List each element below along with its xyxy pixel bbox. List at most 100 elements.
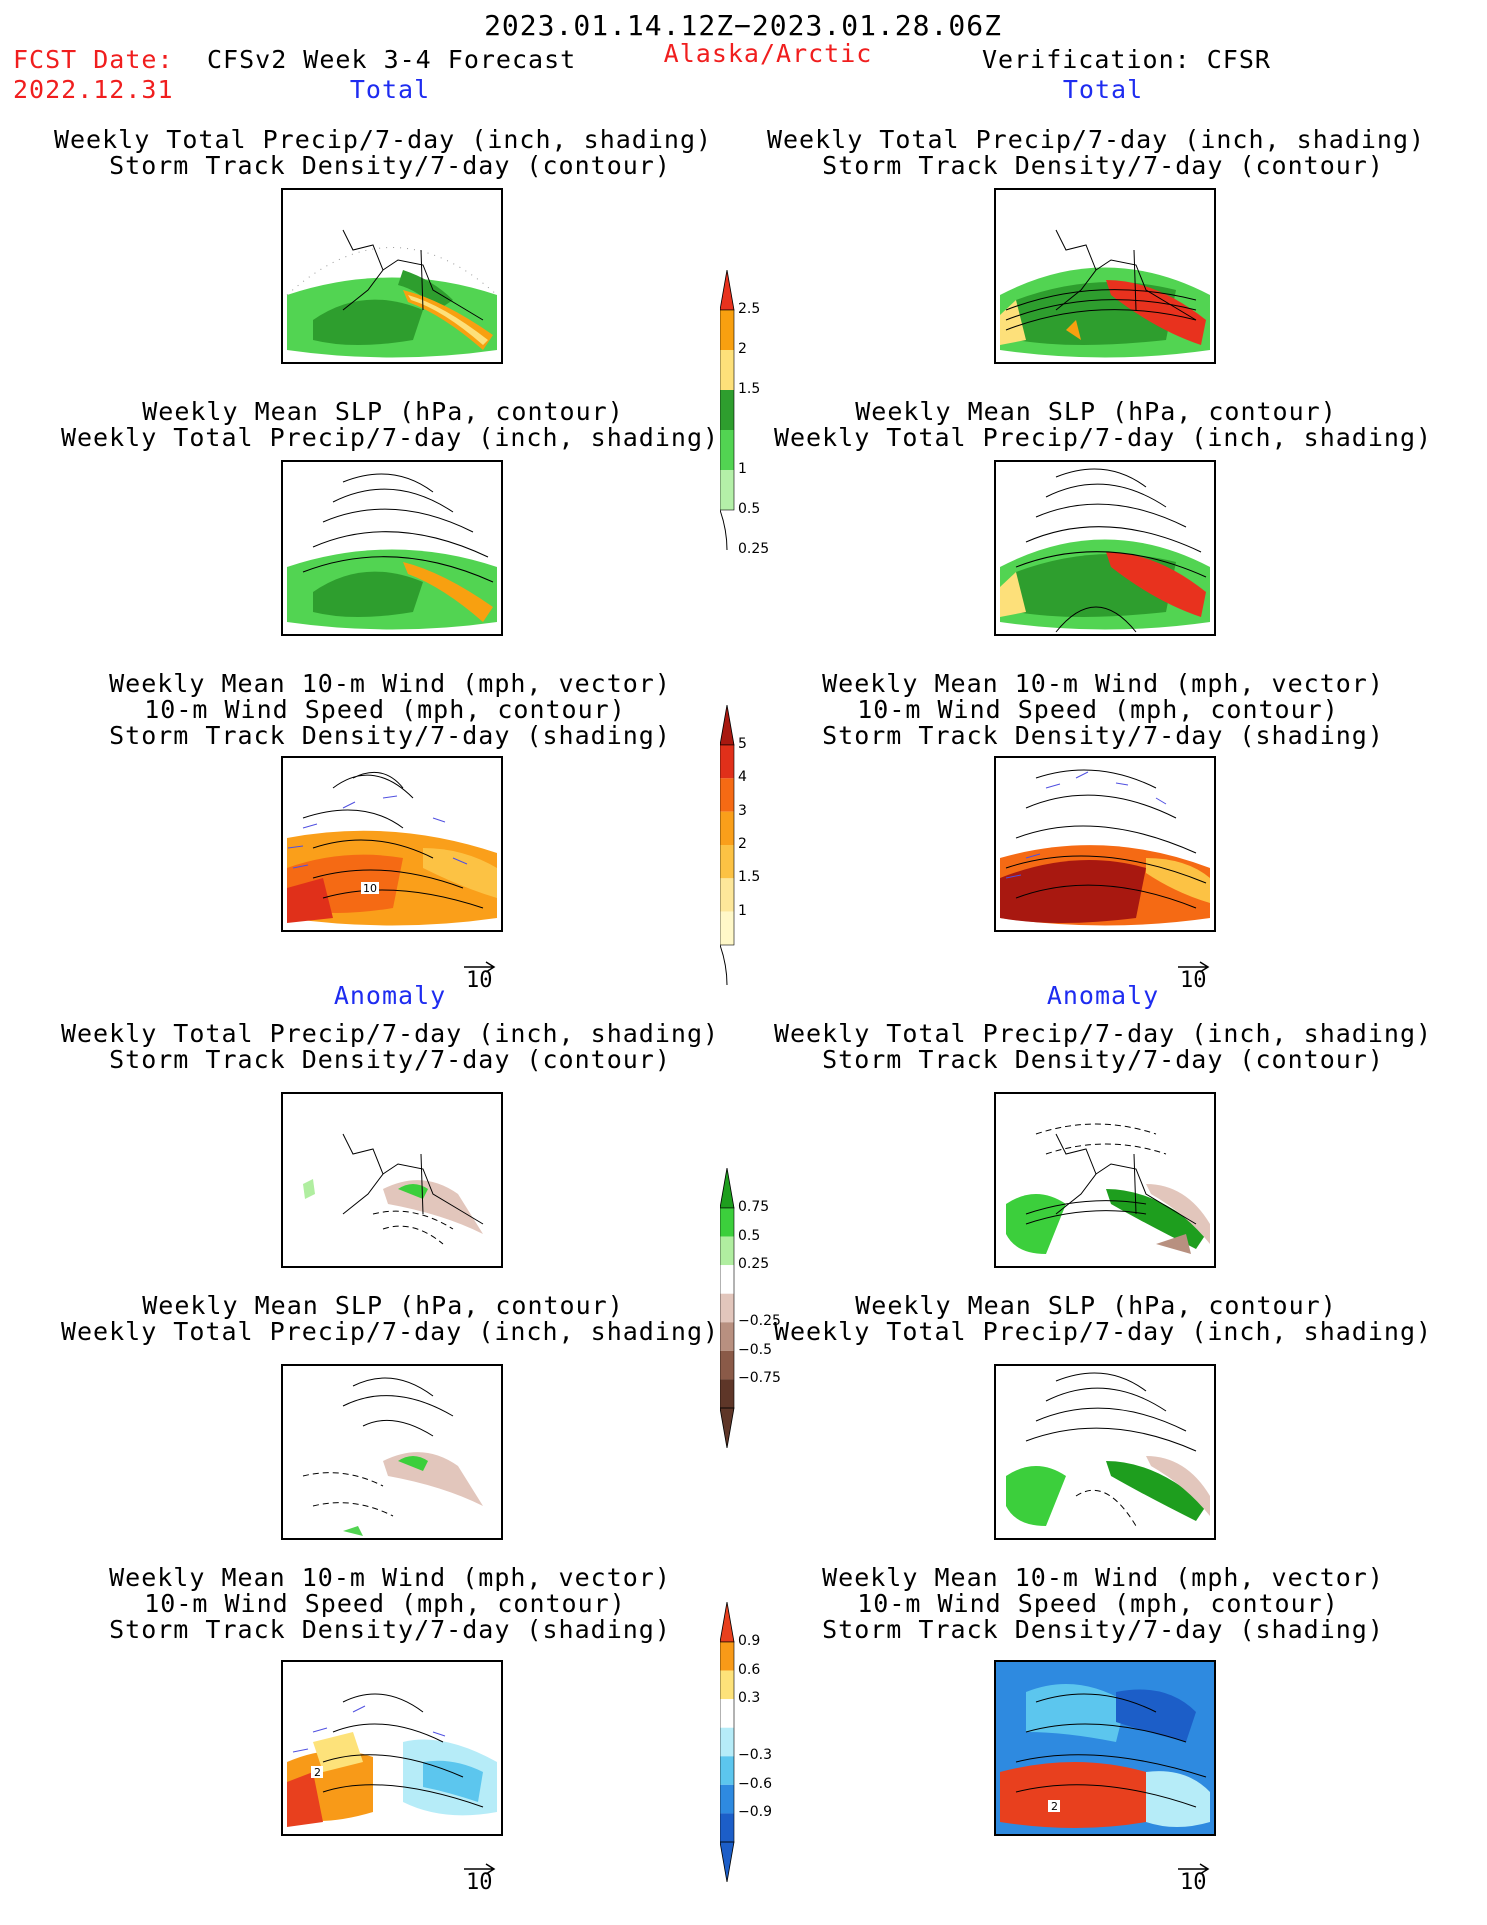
colorbar-segment [720, 470, 734, 510]
map-anom-wind-forecast: 2 [281, 1660, 503, 1836]
colorbar-tick-label: −0.25 [738, 1313, 781, 1330]
vector-reference-arrow [462, 1860, 498, 1879]
date-range: 2023.01.14.12Z−2023.01.28.06Z [484, 9, 1002, 42]
colorbar-segment [720, 1236, 734, 1266]
colorbar-segment [720, 1756, 734, 1785]
anomaly-label-right: Anomaly [1046, 981, 1160, 1010]
colorbar-segment [720, 878, 734, 912]
vector-reference-arrow [1176, 958, 1212, 977]
colorbar-tick-label: 2 [738, 341, 747, 357]
title-wind-speed: 10-m Wind Speed (mph, contour) [857, 1589, 1339, 1618]
colorbar-segment [720, 778, 734, 812]
colorbar-tick-label: 3 [738, 802, 747, 819]
colorbar-segment [720, 911, 734, 945]
colorbar-segment [720, 845, 734, 879]
title-precip: Weekly Total Precip/7-day (inch, shading… [766, 125, 1426, 154]
colorbar-segment [720, 1699, 734, 1728]
title-slp: Weekly Mean SLP (hPa, contour) [142, 397, 624, 426]
title-storm-shading: Storm Track Density/7-day (shading) [822, 1615, 1384, 1644]
title-wind-speed: 10-m Wind Speed (mph, contour) [857, 695, 1339, 724]
title-precip: Weekly Total Precip/7-day (inch, shading… [60, 1019, 720, 1048]
title-precip: Weekly Total Precip/7-day (inch, shading… [53, 125, 713, 154]
colorbar-tick-label: 5 [738, 736, 747, 752]
colorbar-bottom-end [720, 509, 728, 550]
colorbar-segment [720, 1813, 734, 1842]
colorbar-tick-label: 1.5 [738, 869, 761, 886]
colorbar-tick-label: 0.75 [738, 1199, 770, 1215]
title-storm-contour: Storm Track Density/7-day (contour) [822, 1045, 1384, 1074]
title-storm-contour: Storm Track Density/7-day (contour) [822, 151, 1384, 180]
map-slp-precip-forecast [281, 460, 503, 636]
colorbar-tick-label: 1 [738, 902, 747, 919]
title-storm-shading: Storm Track Density/7-day (shading) [822, 721, 1384, 750]
colorbar-tick-label: −0.5 [738, 1341, 772, 1358]
colorbar-bottom-end [720, 1841, 735, 1882]
colorbar-tick-label: 1.5 [738, 381, 761, 397]
title-wind-vector: Weekly Mean 10-m Wind (mph, vector) [822, 669, 1384, 698]
map-anom-slp-verification [994, 1364, 1216, 1540]
region-title: Alaska/Arctic [663, 39, 873, 68]
colorbar-tick-label: 1 [738, 461, 747, 477]
colorbar-tick-label: 2.5 [738, 301, 761, 317]
map-anom-wind-verification: 2 [994, 1660, 1216, 1836]
colorbar-storm-total: 5 4 3 2 1.5 1 [720, 705, 790, 985]
vector-reference-label: 10 [1180, 1870, 1207, 1895]
colorbar-segment [720, 390, 734, 430]
colorbar-tick-label: 0.5 [738, 501, 761, 517]
title-storm-shading: Storm Track Density/7-day (shading) [109, 1615, 671, 1644]
title-slp: Weekly Mean SLP (hPa, contour) [855, 397, 1337, 426]
colorbar-segment [720, 745, 734, 779]
colorbar-bottom-end [720, 1407, 735, 1448]
map-wind-storm-forecast: 10 [281, 756, 503, 932]
title-wind-vector: Weekly Mean 10-m Wind (mph, vector) [822, 1563, 1384, 1592]
title-precip: Weekly Total Precip/7-day (inch, shading… [60, 423, 720, 452]
colorbar-segment [720, 1727, 734, 1757]
colorbar-tick-label: 2 [738, 836, 747, 852]
colorbar-top-triangle [720, 1602, 735, 1643]
colorbar-precip-total: 2.5 2 1.5 1 0.5 0.25 [720, 270, 790, 557]
total-label-right: Total [1062, 75, 1144, 104]
colorbar-segment [720, 350, 734, 390]
map-slp-precip-verification [994, 460, 1216, 636]
anomaly-label-left: Anomaly [333, 981, 447, 1010]
colorbar-tick-label: 0.25 [738, 1256, 770, 1273]
map-anom-slp-forecast [281, 1364, 503, 1540]
colorbar-segment [720, 1670, 734, 1700]
title-precip: Weekly Total Precip/7-day (inch, shading… [60, 1317, 720, 1346]
title-wind-speed: 10-m Wind Speed (mph, contour) [144, 1589, 626, 1618]
colorbar-segment [720, 1208, 734, 1237]
vector-reference-label: 10 [1180, 968, 1207, 993]
colorbar-top-triangle [720, 1168, 735, 1209]
colorbar-tick-label: 4 [738, 769, 747, 786]
title-storm-shading: Storm Track Density/7-day (shading) [109, 721, 671, 750]
map-total-precip-forecast [281, 188, 503, 364]
colorbar-segment [720, 1293, 734, 1323]
colorbar-segment [720, 430, 734, 470]
title-precip: Weekly Total Precip/7-day (inch, shading… [773, 1317, 1433, 1346]
colorbar-segment [720, 310, 734, 350]
map-wind-storm-verification [994, 756, 1216, 932]
map-anom-precip-verification [994, 1092, 1216, 1268]
fcst-date-label: FCST Date: [13, 45, 174, 74]
colorbar-storm-anomaly: 0.9 0.6 0.3 −0.3 −0.6 −0.9 [720, 1602, 790, 1882]
map-total-precip-verification [994, 188, 1216, 364]
contour-label-2: 2 [1051, 1800, 1058, 1813]
title-storm-contour: Storm Track Density/7-day (contour) [109, 151, 671, 180]
map-anom-precip-forecast [281, 1092, 503, 1268]
colorbar-segment [720, 1265, 734, 1294]
colorbar-segment [720, 1642, 734, 1671]
title-storm-contour: Storm Track Density/7-day (contour) [109, 1045, 671, 1074]
colorbar-tick-label: 0.5 [738, 1227, 761, 1244]
total-label-left: Total [349, 75, 431, 104]
colorbar-segment [720, 1784, 734, 1814]
colorbar-tick-label: 0.25 [738, 541, 770, 557]
colorbar-segment [720, 1350, 734, 1380]
title-precip: Weekly Total Precip/7-day (inch, shading… [773, 423, 1433, 452]
verification-label: Verification: CFSR [982, 45, 1271, 74]
colorbar-bottom-end [720, 944, 728, 985]
title-precip: Weekly Total Precip/7-day (inch, shading… [773, 1019, 1433, 1048]
vector-reference-arrow [462, 958, 498, 977]
title-wind-vector: Weekly Mean 10-m Wind (mph, vector) [109, 669, 671, 698]
colorbar-tick-label: 0.3 [738, 1690, 761, 1707]
vector-reference-arrow [1176, 1860, 1212, 1879]
